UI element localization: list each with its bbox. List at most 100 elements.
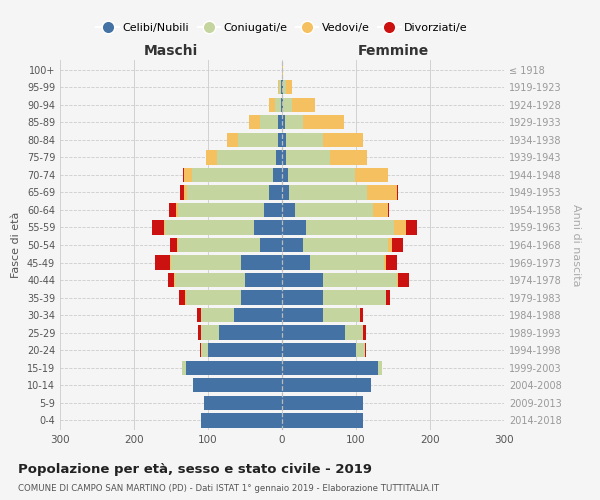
Bar bbox=[295, 202, 373, 217]
Bar bbox=[182, 360, 186, 375]
Y-axis label: Anni di nascita: Anni di nascita bbox=[571, 204, 581, 286]
Bar bbox=[278, 80, 279, 94]
Bar bbox=[283, 98, 292, 112]
Bar bbox=[282, 220, 305, 234]
Bar bbox=[177, 238, 178, 252]
Bar bbox=[193, 378, 282, 392]
Bar bbox=[283, 80, 286, 94]
Bar bbox=[398, 273, 409, 287]
Bar bbox=[292, 98, 314, 112]
Bar bbox=[184, 185, 187, 200]
Bar bbox=[286, 150, 330, 164]
Bar bbox=[227, 132, 238, 147]
Bar bbox=[180, 185, 184, 200]
Bar bbox=[394, 220, 406, 234]
Bar bbox=[386, 256, 397, 270]
Text: Femmine: Femmine bbox=[358, 44, 428, 58]
Bar bbox=[282, 413, 364, 428]
Bar bbox=[323, 290, 386, 305]
Bar bbox=[282, 290, 323, 305]
Bar bbox=[286, 132, 323, 147]
Bar bbox=[197, 308, 200, 322]
Bar bbox=[164, 220, 165, 234]
Bar bbox=[289, 185, 367, 200]
Bar bbox=[330, 150, 367, 164]
Bar bbox=[282, 273, 323, 287]
Bar bbox=[281, 98, 282, 112]
Bar bbox=[186, 360, 282, 375]
Bar bbox=[183, 168, 184, 182]
Bar bbox=[288, 168, 355, 182]
Bar bbox=[241, 256, 282, 270]
Bar bbox=[310, 256, 384, 270]
Bar bbox=[282, 62, 283, 77]
Bar bbox=[364, 326, 365, 340]
Bar bbox=[367, 185, 397, 200]
Bar bbox=[152, 220, 164, 234]
Bar bbox=[386, 290, 390, 305]
Legend: Celibi/Nubili, Coniugati/e, Vedovi/e, Divorziati/e: Celibi/Nubili, Coniugati/e, Vedovi/e, Di… bbox=[94, 21, 470, 35]
Bar bbox=[406, 220, 416, 234]
Bar bbox=[200, 343, 208, 357]
Bar bbox=[281, 80, 282, 94]
Bar bbox=[304, 115, 344, 130]
Bar bbox=[355, 168, 388, 182]
Bar bbox=[282, 132, 286, 147]
Bar bbox=[388, 202, 389, 217]
Bar bbox=[356, 343, 365, 357]
Bar bbox=[176, 202, 178, 217]
Bar bbox=[269, 185, 282, 200]
Bar bbox=[282, 80, 283, 94]
Bar bbox=[323, 308, 360, 322]
Bar bbox=[388, 238, 392, 252]
Bar bbox=[286, 80, 292, 94]
Bar bbox=[282, 360, 378, 375]
Bar bbox=[282, 378, 371, 392]
Bar bbox=[279, 80, 281, 94]
Bar bbox=[260, 238, 282, 252]
Bar bbox=[282, 168, 288, 182]
Bar bbox=[282, 185, 289, 200]
Bar bbox=[170, 238, 177, 252]
Bar bbox=[249, 115, 260, 130]
Bar bbox=[275, 98, 281, 112]
Bar bbox=[282, 326, 345, 340]
Bar bbox=[206, 150, 217, 164]
Bar bbox=[245, 273, 282, 287]
Bar bbox=[323, 273, 397, 287]
Bar bbox=[384, 256, 386, 270]
Bar bbox=[241, 290, 282, 305]
Bar bbox=[282, 308, 323, 322]
Bar bbox=[345, 326, 364, 340]
Bar bbox=[200, 413, 282, 428]
Bar bbox=[200, 308, 234, 322]
Bar bbox=[219, 326, 282, 340]
Bar bbox=[186, 290, 241, 305]
Bar bbox=[175, 273, 245, 287]
Bar bbox=[276, 150, 282, 164]
Bar bbox=[305, 220, 394, 234]
Bar bbox=[282, 396, 364, 410]
Bar bbox=[278, 132, 282, 147]
Bar bbox=[378, 360, 382, 375]
Bar bbox=[263, 202, 282, 217]
Bar bbox=[273, 168, 282, 182]
Bar bbox=[200, 326, 219, 340]
Bar bbox=[199, 326, 200, 340]
Bar bbox=[169, 202, 176, 217]
Bar bbox=[282, 256, 310, 270]
Y-axis label: Fasce di età: Fasce di età bbox=[11, 212, 21, 278]
Bar bbox=[171, 256, 241, 270]
Bar bbox=[178, 238, 260, 252]
Bar bbox=[217, 150, 276, 164]
Bar bbox=[392, 238, 403, 252]
Text: Maschi: Maschi bbox=[144, 44, 198, 58]
Bar bbox=[282, 98, 283, 112]
Bar bbox=[170, 256, 171, 270]
Bar bbox=[204, 396, 282, 410]
Bar bbox=[254, 220, 282, 234]
Bar bbox=[179, 290, 185, 305]
Bar bbox=[360, 308, 364, 322]
Bar bbox=[285, 115, 304, 130]
Bar bbox=[187, 185, 269, 200]
